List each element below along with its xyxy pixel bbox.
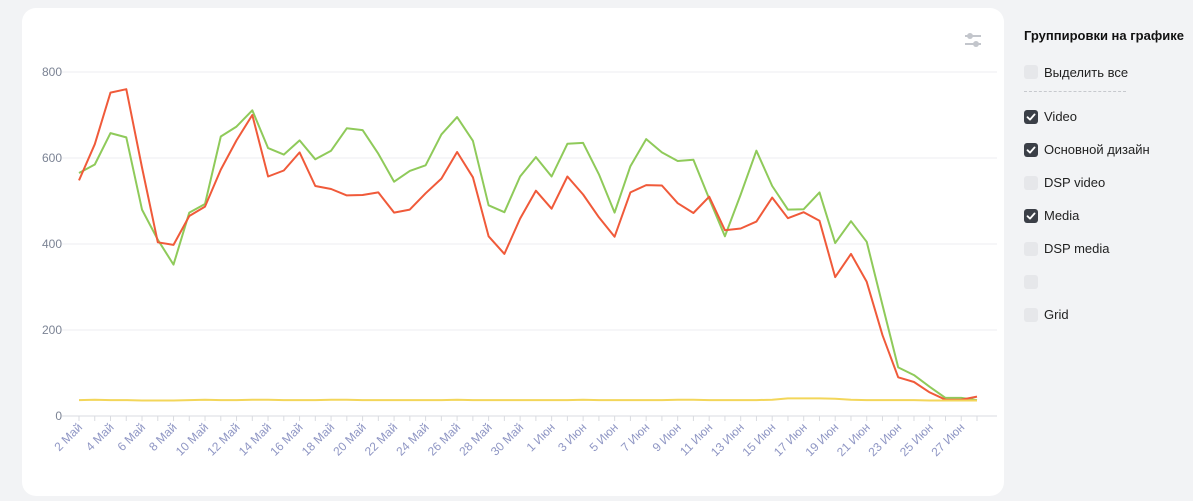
legend-item[interactable]: DSP media — [1024, 232, 1189, 265]
series-line-3 — [78, 397, 977, 402]
series-group — [78, 88, 978, 402]
y-tick-label: 400 — [42, 237, 62, 251]
y-tick-label: 200 — [42, 323, 62, 337]
x-tick-label: 28 Май — [456, 420, 494, 458]
x-tick-label: 6 Май — [115, 420, 149, 454]
legend-items: Video Основной дизайн DSP video Media DSP me… — [1024, 100, 1189, 331]
x-tick-label: 5 Июн — [587, 420, 621, 454]
sliders-icon[interactable] — [962, 30, 984, 50]
legend-item[interactable]: DSP video — [1024, 166, 1189, 199]
x-tick-label: 1 Июн — [524, 420, 558, 454]
x-tick-label: 2 Май — [52, 420, 86, 454]
x-tick-label: 27 Июн — [929, 420, 968, 459]
series-line-2 — [78, 88, 978, 401]
x-tick-label: 26 Май — [425, 420, 463, 458]
legend-item[interactable]: Основной дизайн — [1024, 133, 1189, 166]
checkbox-checked-icon[interactable] — [1024, 208, 1038, 223]
x-tick-label: 23 Июн — [866, 420, 905, 459]
legend-item-label: DSP media — [1044, 241, 1110, 256]
checkbox-unchecked-icon[interactable] — [1024, 175, 1038, 190]
checkbox-unchecked-icon[interactable] — [1024, 307, 1038, 322]
legend-item[interactable] — [1024, 265, 1189, 298]
x-tick-label: 24 Май — [393, 420, 431, 458]
y-tick-label: 600 — [42, 151, 62, 165]
legend-item-label: Media — [1044, 208, 1080, 223]
x-tick-label: 25 Июн — [897, 420, 936, 459]
legend-item-label: Основной дизайн — [1044, 142, 1150, 157]
checkbox-unchecked-icon[interactable] — [1024, 241, 1038, 256]
checkbox-checked-icon[interactable] — [1024, 109, 1038, 124]
y-tick-label: 0 — [55, 409, 62, 423]
x-tick-label: 13 Июн — [708, 420, 747, 459]
select-all-checkbox[interactable]: Выделить все — [1024, 61, 1189, 83]
x-tick-label: 4 Май — [83, 420, 117, 454]
x-tick-label: 15 Июн — [739, 420, 778, 459]
x-tick-label: 18 Май — [299, 420, 337, 458]
checkbox-unchecked-icon[interactable] — [1024, 65, 1038, 79]
x-tick-label: 7 Июн — [618, 420, 652, 454]
legend-item[interactable]: Video — [1024, 100, 1189, 133]
x-tick-label: 20 Май — [330, 420, 368, 458]
x-tick-label: 30 Май — [488, 420, 526, 458]
x-tick-label: 10 Май — [173, 420, 211, 458]
x-tick-label: 16 Май — [267, 420, 305, 458]
x-tick-label: 11 Июн — [677, 420, 715, 458]
x-tick-label: 19 Июн — [802, 420, 841, 459]
x-tick-label: 21 Июн — [834, 420, 873, 459]
x-tick-label: 17 Июн — [771, 420, 810, 459]
legend-item-label: Video — [1044, 109, 1078, 124]
series-line-1 — [78, 109, 978, 402]
legend-item-label: DSP video — [1044, 175, 1106, 190]
legend-divider — [1024, 91, 1126, 92]
x-tick-label: 22 Май — [362, 420, 400, 458]
checkbox-unchecked-icon[interactable] — [1024, 274, 1038, 289]
legend-item-label: Grid — [1044, 307, 1069, 322]
x-tick-label: 3 Июн — [555, 420, 589, 454]
legend-item[interactable]: Media — [1024, 199, 1189, 232]
legend-item[interactable]: Grid — [1024, 298, 1189, 331]
y-axis: 0 200 400 600 800 — [42, 65, 62, 423]
legend-title: Группировки на графике — [1024, 28, 1184, 43]
x-tick-label: 14 Май — [236, 420, 274, 458]
x-tick-label: 12 Май — [204, 420, 242, 458]
checkbox-checked-icon[interactable] — [1024, 142, 1038, 157]
gridlines — [62, 71, 997, 417]
chart-card: 0 200 400 600 800 2 Май 4 Май 6 Май 8 Май 10 Май… — [22, 8, 1004, 496]
legend-panel: Группировки на графике Выделить все Vide… — [1024, 28, 1189, 331]
y-tick-label: 800 — [42, 65, 62, 79]
select-all-label: Выделить все — [1044, 64, 1129, 80]
